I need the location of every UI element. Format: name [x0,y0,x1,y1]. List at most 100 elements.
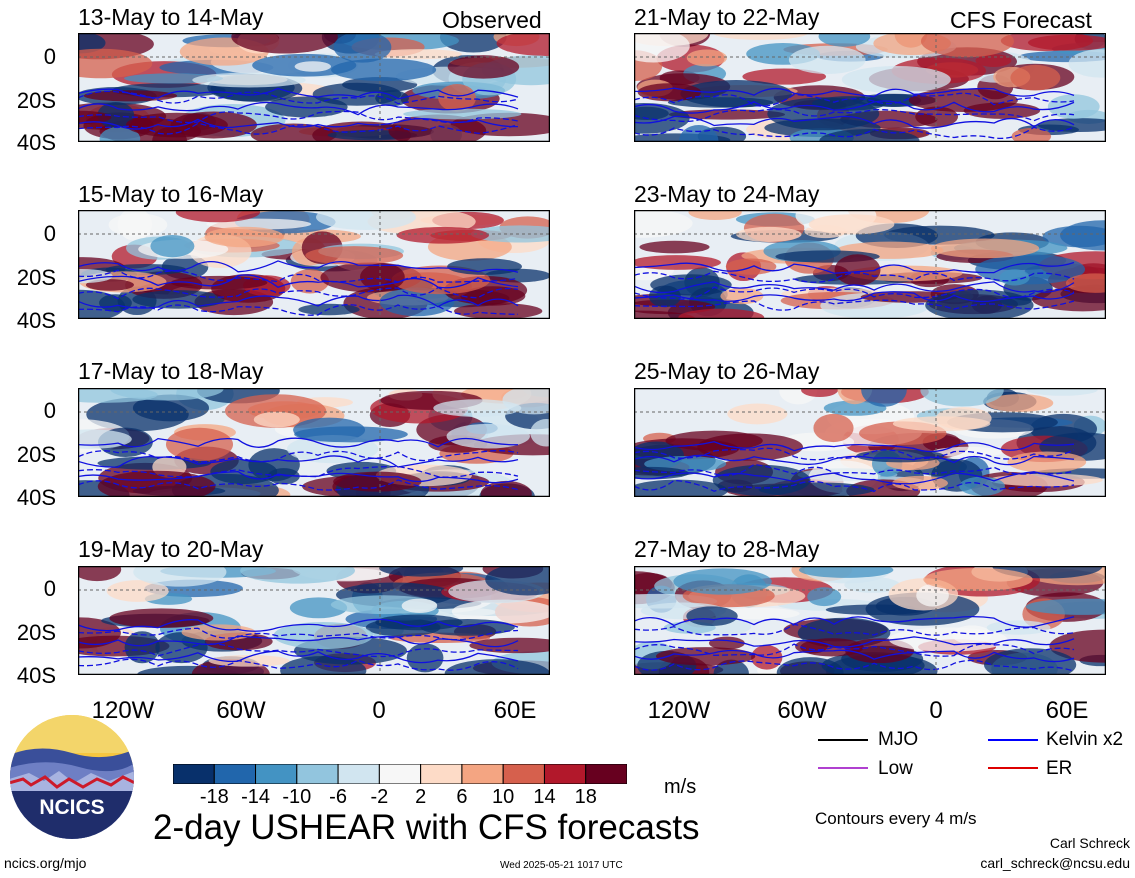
shear-anomaly-blob [788,45,866,75]
kelvin-contour [634,471,1075,485]
kelvin-contour [78,304,519,316]
kelvin-contour [78,470,519,484]
kelvin-contour [634,108,1075,123]
kelvin-contour [78,87,519,100]
kelvin-contour [78,437,519,448]
colorbar-tick-label: 18 [574,786,597,808]
shear-anomaly-blob [165,427,234,462]
ytick-20s-r4: 20S [16,620,56,645]
shear-anomaly-blob [844,577,900,593]
shear-anomaly-blob [931,446,1004,458]
kelvin-contour [78,618,519,632]
colorbar-tick-label: 14 [533,786,556,808]
map-panel-fc-4 [634,566,1106,675]
shear-anomaly-blob [668,109,786,120]
ytick-40s-r3: 40S [16,485,56,510]
contour-note: Contours every 4 m/s [815,809,977,828]
kelvin-contour [634,447,1075,461]
shear-anomaly-blob [688,210,742,221]
panel-title-fc-4: 27-May to 28-May [634,536,820,562]
shear-anomaly-blob [379,287,455,317]
kelvin-contour [78,286,519,300]
shear-anomaly-blob [920,388,1004,407]
shear-anomaly-blob [360,263,405,291]
kelvin-contour [634,441,1075,453]
panel-frame [78,210,550,319]
shear-anomaly-blob [686,606,738,626]
shear-anomaly-blob [678,308,765,319]
panel-frame [634,388,1106,497]
shear-anomaly-blob [1011,128,1052,142]
kelvin-contour [634,643,1075,657]
kelvin-contour [634,291,1075,303]
ytick-40s-r2: 40S [16,308,56,333]
legend-lines [818,739,868,769]
shear-anomaly-blob [78,566,122,582]
shear-anomaly-blob [634,33,690,63]
shear-anomaly-blob [856,449,945,463]
shear-anomaly-blob [713,33,808,40]
shear-anomaly-blob [294,61,332,72]
ytick-0-r2: 0 [43,221,56,246]
colorbar-swatch [502,764,545,784]
shear-anomaly-blob [155,632,208,664]
shear-anomaly-blob [420,619,515,636]
shear-anomaly-blob [97,102,135,129]
kelvin-contour [634,649,1075,663]
panel-title-fc-1: 21-May to 22-May [634,4,820,30]
kelvin-contour [78,294,519,309]
panel-title-obs-3: 17-May to 18-May [78,358,264,384]
shear-anomaly-blob [273,621,374,649]
website: ncics.org/mjo [4,855,87,871]
forecast-label: CFS Forecast [950,7,1092,33]
shear-anomaly-blob [727,403,788,425]
shear-anomaly-blob [1032,287,1106,312]
ytick-20s-r2: 20S [16,265,56,290]
shear-anomaly-blob [807,587,842,607]
shear-anomaly-blob [451,599,550,624]
shear-anomaly-blob [679,125,719,142]
kelvin-contour [634,100,1075,114]
shear-anomaly-blob [634,103,690,134]
shear-anomaly-blob [637,83,702,102]
kelvin-contour [78,479,519,491]
kelvin-contour [634,299,1075,311]
kelvin-contour [78,450,519,464]
kelvin-contour [78,643,519,658]
shear-anomaly-blob [742,68,827,85]
colorbar-swatch [337,764,380,784]
shear-anomaly-blob [930,238,1040,259]
colorbar-tick-label: -10 [282,786,312,808]
shear-anomaly-blob [634,255,721,270]
colorbar-units: m/s [664,776,697,798]
shear-anomaly-blob [639,240,710,254]
legend-label-low: Low [878,758,913,779]
shear-anomaly-blob [132,394,210,422]
shear-anomaly-blob [253,411,300,428]
shear-anomaly-blob [686,49,728,67]
kelvin-contour [634,636,1075,648]
shear-anomaly-blob [124,631,160,664]
panel-title-obs-4: 19-May to 20-May [78,536,264,562]
shear-anomaly-blob [204,226,285,248]
panel-frame [78,33,550,142]
shear-anomaly-blob [818,33,871,47]
shear-anomaly-blob [888,627,1008,652]
kelvin-contour [634,281,1075,294]
colorbar-swatch [255,764,298,784]
colorbar-swatch [296,764,339,784]
shear-anomaly-blob [192,72,306,88]
shear-anomaly-blob [401,598,438,614]
shear-anomaly-blob [375,90,409,107]
kelvin-contour [634,659,1075,672]
shear-anomaly-blob [1007,451,1087,473]
colorbar-tick-label: -18 [199,786,229,808]
ncics-logo: NCICS [10,715,134,839]
shear-anomaly-blob [78,33,106,54]
shear-anomaly-blob [985,394,1054,412]
shear-anomaly-blob [959,476,1005,496]
shear-anomaly-blob [333,33,392,63]
shear-anomaly-blob [170,275,268,290]
ytick-40s-r4: 40S [16,663,56,688]
shear-anomaly-blob [989,473,1103,487]
